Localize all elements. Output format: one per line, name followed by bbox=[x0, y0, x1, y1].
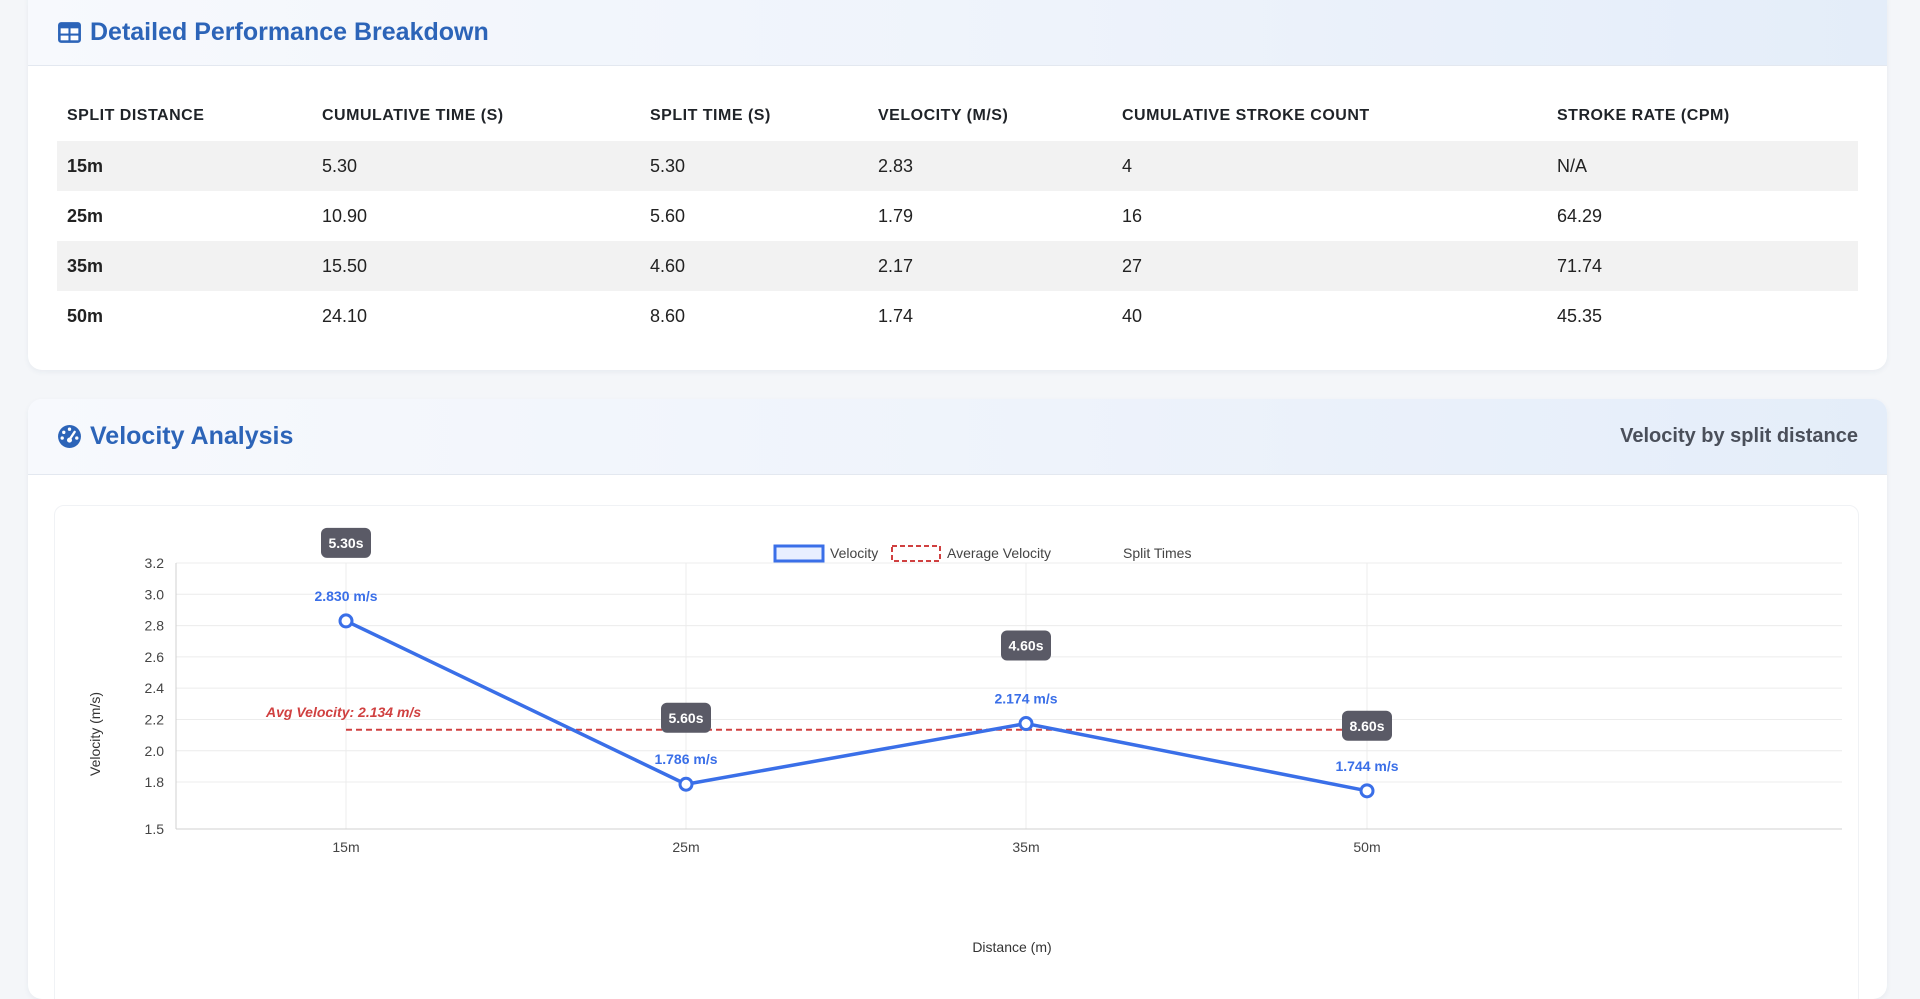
split-time-label: 5.30s bbox=[328, 535, 363, 551]
cell-stroke-rate: N/A bbox=[1547, 141, 1858, 191]
cell-stroke-rate: 71.74 bbox=[1547, 241, 1858, 291]
y-tick-label: 2.2 bbox=[145, 711, 165, 727]
y-tick-label: 2.6 bbox=[145, 649, 165, 665]
y-tick-label: 2.4 bbox=[145, 680, 165, 696]
split-time-label: 5.60s bbox=[668, 710, 703, 726]
velocity-data-label: 2.830 m/s bbox=[314, 588, 377, 604]
split-time-label: 4.60s bbox=[1008, 638, 1043, 654]
cell-split-time: 5.60 bbox=[650, 205, 686, 226]
gauge-icon bbox=[58, 425, 81, 448]
cell-velocity: 2.17 bbox=[868, 241, 1112, 291]
velocity-analysis-header: Velocity Analysis Velocity by split dist… bbox=[28, 399, 1887, 475]
split-time-badge bbox=[321, 527, 371, 558]
velocity-chart-container: 1.5 1.8 2.0 2.2 2.4 2.6 2.8 3.0 3.2 15m 25m 35m 50m … bbox=[54, 505, 1859, 999]
chart-legend[interactable]: Velocity Average Velocity Split Times bbox=[773, 544, 1191, 563]
x-axis-label: Distance (m) bbox=[972, 939, 1051, 955]
average-velocity-layer: Avg Velocity: 2.134 m/s bbox=[265, 704, 1367, 731]
velocity-point bbox=[1359, 783, 1375, 799]
x-tick-label: 25m bbox=[672, 839, 699, 855]
performance-breakdown-title-text: Detailed Performance Breakdown bbox=[90, 18, 489, 46]
chart-axes: 1.5 1.8 2.0 2.2 2.4 2.6 2.8 3.0 3.2 15m 25m 35m 50m bbox=[145, 555, 1842, 855]
average-velocity-label: Avg Velocity: 2.134 m/s bbox=[265, 704, 421, 720]
performance-breakdown-title: Detailed Performance Breakdown bbox=[57, 18, 489, 47]
velocity-subtitle: Velocity by split distance bbox=[1620, 425, 1858, 447]
velocity-point bbox=[678, 776, 694, 792]
split-time-badge bbox=[1342, 710, 1392, 741]
table-header-row: SPLIT DISTANCE CUMULATIVE TIME (S) SPLIT… bbox=[57, 91, 1858, 141]
chart-grid bbox=[176, 562, 1842, 830]
cell-split-time: 8.60 bbox=[650, 305, 686, 326]
x-tick-label: 35m bbox=[1012, 839, 1039, 855]
split-time-label: 8.60s bbox=[1349, 718, 1384, 734]
cell-cumulative-stroke-count: 27 bbox=[1112, 241, 1547, 291]
split-time-badge bbox=[661, 702, 711, 733]
velocity-point bbox=[1018, 716, 1034, 732]
performance-table: SPLIT DISTANCE CUMULATIVE TIME (S) SPLIT… bbox=[57, 91, 1858, 341]
y-tick-label: 3.2 bbox=[145, 555, 165, 571]
y-tick-label: 2.0 bbox=[145, 743, 165, 759]
column-header-stroke-rate[interactable]: STROKE RATE (CPM) bbox=[1557, 107, 1730, 124]
table-icon bbox=[58, 22, 81, 43]
velocity-data-label: 2.174 m/s bbox=[994, 691, 1057, 707]
cell-stroke-rate: 45.35 bbox=[1557, 305, 1603, 326]
legend-average-label[interactable]: Average Velocity bbox=[947, 545, 1051, 561]
y-axis-label: Velocity (m/s) bbox=[87, 692, 103, 776]
cell-cumulative-time: 10.90 bbox=[322, 205, 368, 226]
y-tick-label: 1.5 bbox=[145, 821, 165, 837]
y-tick-label: 2.8 bbox=[145, 618, 165, 634]
table-row: 50m 24.10 8.60 1.74 40 45.35 bbox=[57, 291, 1858, 341]
cell-velocity: 2.83 bbox=[868, 141, 1112, 191]
table-row: 35m 15.50 4.60 2.17 27 71.74 bbox=[57, 241, 1858, 291]
legend-velocity-label[interactable]: Velocity bbox=[830, 545, 878, 561]
cell-velocity: 1.74 bbox=[878, 305, 914, 326]
cell-stroke-rate: 64.29 bbox=[1557, 205, 1603, 226]
column-header-cumulative-time[interactable]: CUMULATIVE TIME (S) bbox=[322, 107, 504, 124]
cell-cumulative-stroke-count: 4 bbox=[1112, 141, 1547, 191]
table-row: 25m 10.90 5.60 1.79 16 64.29 bbox=[57, 191, 1858, 241]
velocity-data-label: 1.786 m/s bbox=[654, 751, 717, 767]
velocity-line bbox=[345, 619, 1368, 793]
y-tick-label: 3.0 bbox=[145, 586, 165, 602]
velocity-data-label: 1.744 m/s bbox=[1335, 758, 1398, 774]
x-tick-label: 15m bbox=[332, 839, 359, 855]
cell-split-distance: 15m bbox=[57, 141, 312, 191]
table-row: 15m 5.30 5.30 2.83 4 N/A bbox=[57, 141, 1858, 191]
legend-average-swatch[interactable] bbox=[891, 545, 941, 562]
velocity-point bbox=[338, 613, 354, 629]
velocity-analysis-title-text: Velocity Analysis bbox=[90, 422, 294, 450]
cell-cumulative-time: 24.10 bbox=[322, 305, 368, 326]
column-header-cumulative-stroke-count[interactable]: CUMULATIVE STROKE COUNT bbox=[1122, 107, 1370, 124]
cell-split-time: 5.30 bbox=[640, 141, 868, 191]
performance-breakdown-header: Detailed Performance Breakdown bbox=[28, 0, 1887, 66]
x-tick-label: 50m bbox=[1353, 839, 1380, 855]
cell-cumulative-time: 15.50 bbox=[312, 241, 640, 291]
legend-split-times-label[interactable]: Split Times bbox=[1123, 545, 1191, 561]
velocity-series: 2.830 m/s 1.786 m/s 2.174 m/s 1.744 m/s bbox=[314, 588, 1399, 799]
cell-split-distance: 50m bbox=[67, 305, 104, 326]
y-tick-label: 1.8 bbox=[145, 774, 165, 790]
performance-breakdown-card: Detailed Performance Breakdown SPLIT DIS… bbox=[28, 0, 1887, 370]
split-time-badges: 5.30s 5.60s 4.60s 8.60s bbox=[321, 527, 1392, 741]
split-time-badge bbox=[1001, 630, 1051, 661]
column-header-velocity[interactable]: VELOCITY (M/S) bbox=[878, 107, 1009, 124]
column-header-split-distance[interactable]: SPLIT DISTANCE bbox=[67, 107, 205, 124]
cell-cumulative-stroke-count: 16 bbox=[1122, 205, 1143, 226]
cell-split-time: 4.60 bbox=[640, 241, 868, 291]
cell-split-distance: 25m bbox=[67, 205, 104, 226]
velocity-analysis-title: Velocity Analysis bbox=[57, 422, 293, 451]
legend-velocity-swatch[interactable] bbox=[773, 544, 825, 563]
cell-cumulative-stroke-count: 40 bbox=[1122, 305, 1143, 326]
cell-velocity: 1.79 bbox=[878, 205, 914, 226]
cell-split-distance: 35m bbox=[57, 241, 312, 291]
column-header-split-time[interactable]: SPLIT TIME (S) bbox=[650, 107, 771, 124]
velocity-analysis-card: Velocity Analysis Velocity by split dist… bbox=[28, 399, 1887, 999]
cell-cumulative-time: 5.30 bbox=[312, 141, 640, 191]
